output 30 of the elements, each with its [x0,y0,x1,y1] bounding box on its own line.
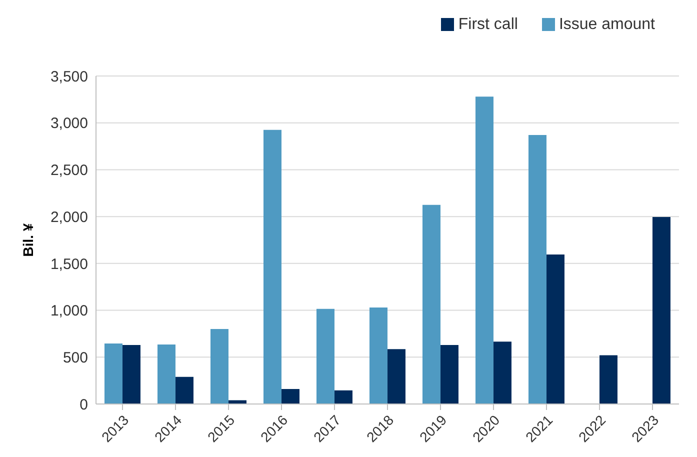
y-tick-label: 1,000 [50,302,88,320]
y-tick-label: 500 [62,349,88,366]
bar [175,376,194,404]
bar [104,344,122,404]
legend-label: Issue amount [558,16,655,33]
y-tick-label: 2,000 [50,208,88,226]
bar [422,204,440,404]
bar [157,344,176,404]
bar [652,217,670,404]
y-tick-label: 3,500 [50,68,88,86]
bar [316,308,334,404]
bar [599,355,618,404]
y-tick-label: 2,500 [50,162,88,180]
y-tick-label: 0 [80,396,88,414]
bar [334,390,352,404]
y-tick-label: 3,000 [50,115,88,132]
bar [493,342,512,404]
y-axis-title: Bil. ¥ [20,223,36,257]
bar [440,344,458,404]
legend-label: First call [458,16,518,33]
bar [528,135,546,404]
bar [281,389,300,404]
bar [263,130,282,404]
bar [387,349,406,404]
bar [122,344,140,404]
bar [475,96,494,404]
bar [210,329,228,404]
bar [546,254,564,404]
bar [369,307,388,404]
y-tick-label: 1,500 [50,256,88,273]
